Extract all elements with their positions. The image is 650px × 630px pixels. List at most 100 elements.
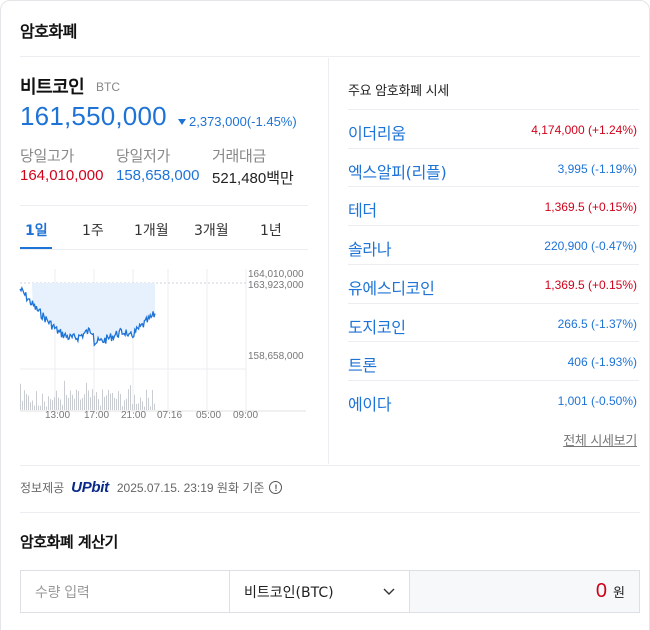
- volume-bar: [34, 405, 35, 410]
- volume-bar: [144, 406, 145, 410]
- volume-bar: [90, 397, 91, 410]
- market-row[interactable]: 트론 406 (-1.93%): [348, 341, 639, 379]
- current-price: 161,550,000: [20, 101, 167, 131]
- volume-bar: [132, 404, 133, 410]
- volume-bar: [42, 393, 43, 410]
- volume-bar: [122, 406, 123, 410]
- market-coin-name[interactable]: 트론: [348, 356, 377, 376]
- volume-bar: [108, 389, 109, 410]
- volume-bar: [130, 385, 131, 410]
- volume-bar: [32, 400, 33, 410]
- volume-bar: [124, 400, 125, 410]
- y-label-low: 158,658,000: [248, 351, 304, 362]
- stat-value-volume: 521,480백만: [212, 170, 294, 187]
- volume-bar: [58, 397, 59, 410]
- coin-select[interactable]: 비트코인(BTC): [230, 571, 410, 612]
- market-row[interactable]: 이더리움 4,174,000 (+1.24%): [348, 109, 639, 147]
- stats-divider: [20, 205, 308, 206]
- stat-value-low: 158,658,000: [116, 167, 200, 184]
- y-label-prev: 163,923,000: [248, 280, 304, 291]
- calc-result: 0 원: [410, 571, 639, 612]
- volume-bar: [154, 403, 155, 410]
- price-change: 2,373,000(-1.45%): [178, 114, 297, 129]
- volume-bar: [36, 391, 37, 410]
- chevron-down-icon: [383, 588, 395, 595]
- volume-bar: [24, 390, 25, 410]
- volume-bar: [76, 389, 77, 410]
- volume-bar: [100, 405, 101, 410]
- volume-bar: [46, 406, 47, 410]
- source-divider-top: [20, 465, 640, 466]
- volume-bar: [94, 395, 95, 410]
- volume-bar: [128, 389, 129, 410]
- volume-bar: [112, 392, 113, 410]
- volume-bar: [78, 391, 79, 410]
- volume-bar: [138, 403, 139, 410]
- data-source: 정보제공 UPbit 2025.07.15. 23:19 원화 기준 !: [20, 479, 283, 496]
- tab-1w[interactable]: 1주: [82, 223, 104, 239]
- stat-label-low: 당일저가: [116, 147, 171, 165]
- volume-bar: [70, 390, 71, 410]
- market-coin-name[interactable]: 도지코인: [348, 317, 406, 337]
- market-row[interactable]: 에이다 1,001 (-0.50%): [348, 379, 639, 418]
- x-tick-label: 07:16: [157, 410, 183, 421]
- volume-bar: [120, 394, 121, 410]
- y-label-high: 164,010,000: [248, 269, 304, 280]
- tab-3m[interactable]: 3개월: [194, 223, 229, 239]
- market-row[interactable]: 도지코인 266.5 (-1.37%): [348, 302, 639, 341]
- volume-bar: [30, 402, 31, 410]
- volume-bar: [54, 397, 55, 410]
- volume-bar: [72, 394, 73, 410]
- market-coin-price: 4,174,000 (+1.24%): [531, 123, 637, 137]
- market-list-title: 주요 암호화폐 시세: [348, 84, 449, 99]
- volume-bar: [74, 398, 75, 410]
- view-all-link[interactable]: 전체 시세보기: [563, 434, 637, 449]
- volume-bar: [118, 391, 119, 410]
- coin-name: 비트코인: [20, 77, 85, 98]
- market-coin-name[interactable]: 에이다: [348, 394, 392, 414]
- volume-bar: [102, 389, 103, 410]
- coin-select-value: 비트코인(BTC): [244, 584, 334, 601]
- market-coin-price: 266.5 (-1.37%): [557, 316, 637, 331]
- volume-bar: [116, 399, 117, 410]
- price-change-value: 2,373,000(-1.45%): [189, 114, 297, 129]
- tab-1m[interactable]: 1개월: [134, 223, 169, 239]
- volume-bar: [68, 398, 69, 410]
- volume-bar: [20, 383, 21, 410]
- market-coin-name[interactable]: 엑스알피(리플): [348, 162, 447, 182]
- x-tick-label: 17:00: [84, 410, 110, 421]
- calc-result-value: 0: [595, 580, 608, 602]
- volume-bar: [110, 393, 111, 410]
- volume-bar: [146, 389, 147, 410]
- stat-label-high: 당일고가: [20, 147, 75, 165]
- market-coin-name[interactable]: 유에스디코인: [348, 278, 435, 298]
- tab-1d[interactable]: 1일: [25, 223, 48, 239]
- market-coin-name[interactable]: 이더리움: [348, 124, 406, 143]
- source-label: 정보제공: [20, 481, 65, 495]
- info-icon[interactable]: !: [269, 481, 283, 494]
- calc-result-unit: 원: [613, 586, 625, 601]
- volume-bar: [40, 405, 41, 410]
- market-coin-name[interactable]: 솔라나: [348, 240, 392, 260]
- volume-bar: [50, 399, 51, 410]
- header-divider: [20, 56, 640, 57]
- market-row[interactable]: 유에스디코인 1,369.5 (+0.15%): [348, 263, 639, 302]
- market-row[interactable]: 엑스알피(리플) 3,995 (-1.19%): [348, 147, 639, 186]
- volume-bar: [80, 399, 81, 410]
- volume-bar: [92, 389, 93, 410]
- volume-bar: [88, 390, 89, 410]
- volume-bar: [56, 390, 57, 410]
- market-coin-price: 3,995 (-1.19%): [557, 161, 637, 176]
- price-line: [19, 286, 156, 347]
- market-row[interactable]: 솔라나 220,900 (-0.47%): [348, 225, 639, 263]
- volume-bar: [136, 403, 137, 410]
- upbit-logo: UPbit: [71, 479, 109, 496]
- volume-bar: [44, 401, 45, 410]
- quantity-input[interactable]: 수량 입력: [21, 571, 230, 612]
- tab-1y[interactable]: 1년: [260, 223, 282, 239]
- calculator-title: 암호화폐 계산기: [20, 533, 118, 551]
- volume-bar: [152, 389, 153, 410]
- market-row[interactable]: 테더 1,369.5 (+0.15%): [348, 186, 639, 224]
- market-coin-name[interactable]: 테더: [348, 201, 377, 221]
